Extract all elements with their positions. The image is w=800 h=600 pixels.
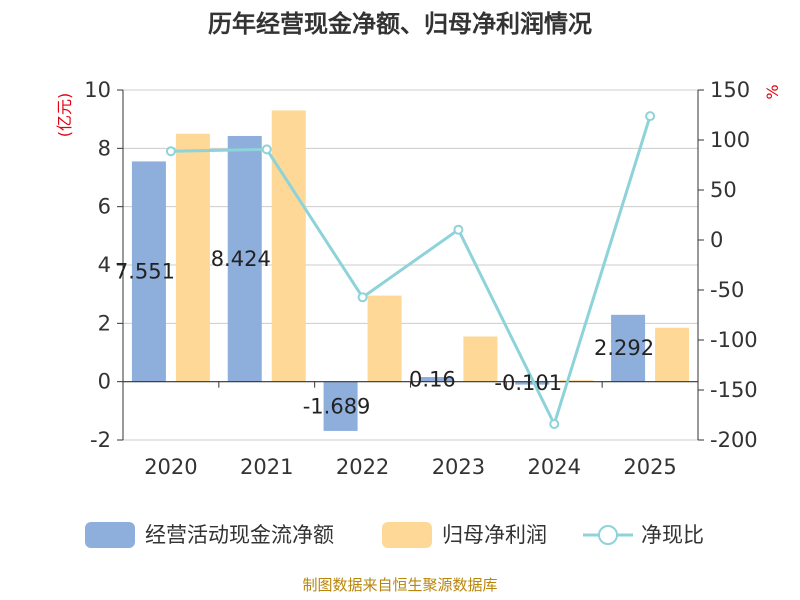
y-left-tick-label: 8	[98, 136, 111, 160]
bar-net-profit	[271, 110, 306, 382]
legend-swatch-ratio-marker	[598, 525, 618, 545]
y-right-tick-label: -50	[710, 278, 744, 302]
bar-cash-flow	[323, 381, 358, 431]
bar-cash-flow	[515, 381, 550, 385]
legend-label-ratio: 净现比	[641, 523, 704, 547]
x-tick-label: 2025	[623, 455, 676, 479]
y-right-tick-label: 50	[710, 178, 737, 202]
chart-title: 历年经营现金净额、归母净利润情况	[208, 10, 592, 38]
legend-swatch-net-profit	[382, 522, 432, 548]
bar-cash-flow	[227, 135, 262, 382]
y-left-tick-label: 10	[84, 78, 111, 102]
cash-flow-data-label: 7.551	[115, 260, 175, 284]
y-right-tick-label: -100	[710, 328, 758, 352]
y-left-tick-label: 6	[98, 195, 111, 219]
bar-net-profit	[463, 336, 498, 382]
legend-label-cash-flow: 经营活动现金流净额	[145, 523, 334, 547]
ratio-point	[165, 146, 176, 157]
ratio-point	[261, 144, 272, 155]
source-note: 制图数据来自恒生聚源数据库	[302, 576, 497, 594]
y-left-unit-label: (亿元)	[55, 93, 74, 138]
cash-flow-data-label: 8.424	[211, 247, 271, 271]
bar-net-profit	[559, 380, 594, 382]
x-tick-label: 2021	[240, 455, 293, 479]
ratio-line	[170, 115, 652, 429]
y-left-tick-label: 4	[98, 253, 111, 277]
x-tick-label: 2024	[528, 455, 581, 479]
y-right-unit-label: %	[763, 84, 782, 99]
legend-label-net-profit: 归母净利润	[442, 523, 547, 547]
ratio-point	[357, 292, 368, 303]
y-left-tick-label: 0	[98, 370, 111, 394]
ratio-point	[453, 224, 464, 235]
ratio-point	[645, 111, 656, 122]
bar-cash-flow	[131, 161, 166, 382]
y-left-tick-label: -2	[90, 428, 111, 452]
bar-net-profit	[175, 133, 210, 382]
cash-flow-data-label: 0.16	[409, 367, 456, 391]
cash-flow-data-label: 2.292	[594, 336, 654, 360]
cash-flow-data-label: -0.101	[494, 371, 562, 395]
x-tick-label: 2023	[432, 455, 485, 479]
cash-flow-data-label: -1.689	[303, 394, 371, 418]
x-tick-label: 2020	[144, 455, 197, 479]
y-right-tick-label: 150	[710, 78, 750, 102]
bar-cash-flow	[419, 377, 454, 382]
y-left-tick-label: 2	[98, 311, 111, 335]
y-right-tick-label: 100	[710, 128, 750, 152]
y-right-tick-label: -200	[710, 428, 758, 452]
bar-net-profit	[367, 295, 402, 382]
legend-swatch-cash-flow	[85, 522, 135, 548]
y-right-tick-label: -150	[710, 378, 758, 402]
x-tick-label: 2022	[336, 455, 389, 479]
bar-net-profit	[655, 327, 690, 382]
ratio-point	[549, 419, 560, 429]
y-right-tick-label: 0	[710, 228, 723, 252]
bar-cash-flow	[611, 314, 646, 382]
